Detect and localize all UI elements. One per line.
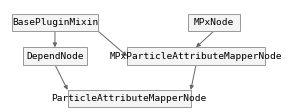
FancyBboxPatch shape xyxy=(127,47,265,65)
FancyBboxPatch shape xyxy=(23,47,87,65)
Text: BasePluginMixin: BasePluginMixin xyxy=(12,18,98,27)
Text: MPxNode: MPxNode xyxy=(194,18,234,27)
FancyBboxPatch shape xyxy=(67,90,191,107)
FancyBboxPatch shape xyxy=(188,14,240,31)
Text: MPxParticleAttributeMapperNode: MPxParticleAttributeMapperNode xyxy=(110,52,282,60)
Text: ParticleAttributeMapperNode: ParticleAttributeMapperNode xyxy=(52,94,207,103)
Text: DependNode: DependNode xyxy=(26,52,84,60)
FancyBboxPatch shape xyxy=(12,14,98,31)
